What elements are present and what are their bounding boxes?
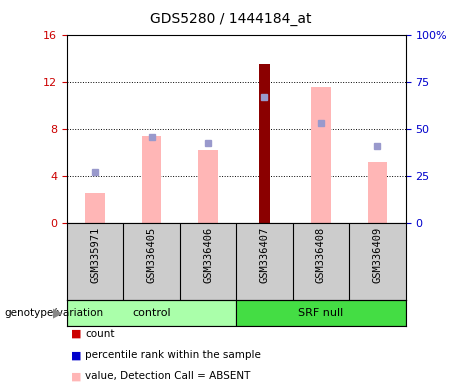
Text: GSM336406: GSM336406 [203, 227, 213, 283]
Bar [311, 88, 331, 223]
Text: GSM336405: GSM336405 [147, 227, 157, 283]
Bar [67, 300, 236, 326]
Text: control: control [132, 308, 171, 318]
Text: genotype/variation: genotype/variation [5, 308, 104, 318]
Bar [85, 193, 105, 223]
Bar [236, 300, 406, 326]
Text: GSM335971: GSM335971 [90, 227, 100, 283]
Bar [367, 162, 387, 223]
Text: ■: ■ [71, 350, 82, 360]
Bar [259, 64, 270, 223]
Text: ■: ■ [71, 371, 82, 381]
Bar [142, 136, 161, 223]
Text: GSM336408: GSM336408 [316, 227, 326, 283]
Text: ■: ■ [71, 329, 82, 339]
Text: SRF null: SRF null [298, 308, 343, 318]
Text: GDS5280 / 1444184_at: GDS5280 / 1444184_at [150, 12, 311, 25]
Text: percentile rank within the sample: percentile rank within the sample [85, 350, 261, 360]
Bar [198, 150, 218, 223]
Text: GSM336409: GSM336409 [372, 227, 383, 283]
Text: ▶: ▶ [53, 306, 62, 319]
Text: count: count [85, 329, 115, 339]
Text: GSM336407: GSM336407 [260, 227, 270, 283]
Text: value, Detection Call = ABSENT: value, Detection Call = ABSENT [85, 371, 251, 381]
